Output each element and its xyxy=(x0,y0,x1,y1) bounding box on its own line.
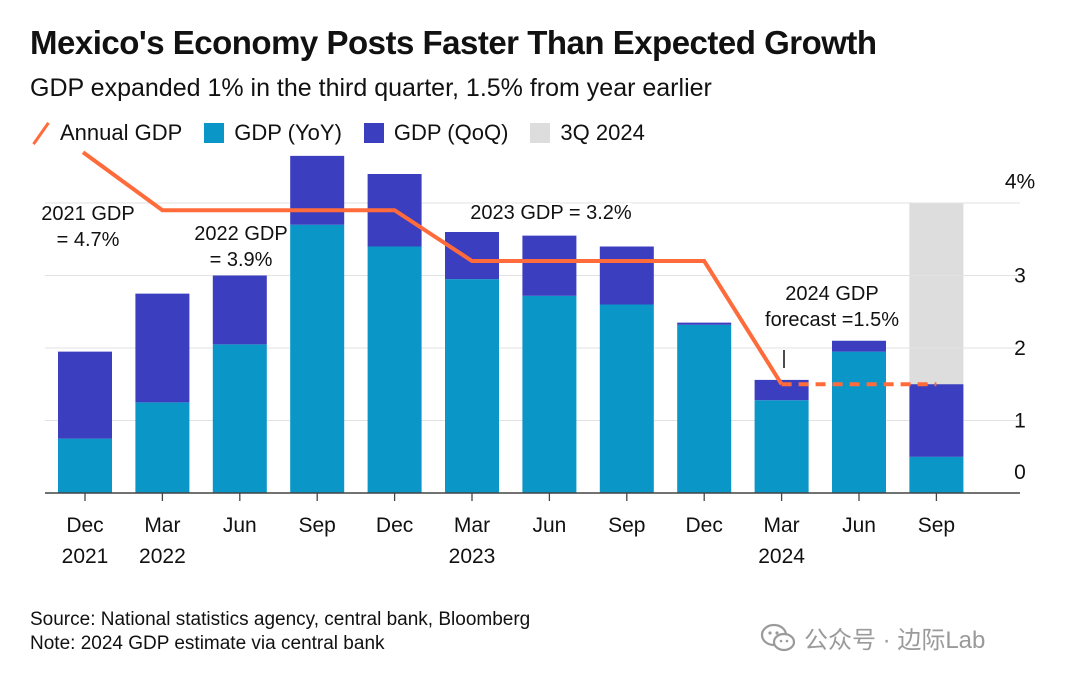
bar-yoy xyxy=(677,324,732,493)
chart-notes: Source: National statistics agency, cent… xyxy=(30,608,530,656)
watermark-text: 公众号 · 边际Lab xyxy=(804,627,986,654)
bar-qoq xyxy=(832,340,886,352)
legend-label: Annual GDP xyxy=(60,120,183,145)
bar-qoq xyxy=(135,293,190,403)
x-tick-label: Dec xyxy=(686,514,723,537)
bar-yoy xyxy=(135,402,190,493)
bar-qoq xyxy=(58,351,112,439)
annotation-text: 2021 GDP xyxy=(41,203,134,225)
bar-yoy xyxy=(445,279,499,493)
legend-item-gdp-qoq: GDP (QoQ) xyxy=(363,120,509,146)
bar-yoy xyxy=(909,456,964,493)
bar-yoy xyxy=(290,224,345,493)
bar-qoq xyxy=(445,232,499,280)
legend-label: 3Q 2024 xyxy=(560,120,645,145)
bar-qoq xyxy=(599,246,654,305)
bar-qoq xyxy=(677,322,732,325)
footnote: Note: 2024 GDP estimate via central bank xyxy=(30,633,385,654)
legend-item-3q-2024: 3Q 2024 xyxy=(530,120,645,146)
bar-qoq xyxy=(909,384,964,457)
x-tick-label: Dec xyxy=(66,514,103,537)
annotation-text: = 3.9% xyxy=(210,249,273,271)
chart-title: Mexico's Economy Posts Faster Than Expec… xyxy=(30,24,877,61)
bar-yoy xyxy=(599,304,654,493)
x-tick-label: Mar xyxy=(144,514,180,537)
bar-yoy xyxy=(832,351,886,493)
x-tick-label: Jun xyxy=(223,514,257,537)
x-tick-label: Sep xyxy=(299,514,336,537)
chart-plot: Dec 2021 Mar 2022 Jun Sep Dec Mar 2023 Jun Sep Dec M… xyxy=(39,150,1035,568)
x-tick-label: Jun xyxy=(842,514,876,537)
x-tick-label: Jun xyxy=(532,514,566,537)
x-tick-label: Sep xyxy=(608,514,645,537)
bar-yoy xyxy=(754,400,809,493)
y-tick-label: 1 xyxy=(1014,410,1026,433)
x-tick-label: 2023 xyxy=(449,545,496,568)
x-tick-label: Sep xyxy=(918,514,955,537)
annotation-text: forecast =1.5% xyxy=(765,309,899,331)
x-tick-label: Mar xyxy=(764,514,800,537)
x-tick-label: 2021 xyxy=(62,545,109,568)
bar-qoq xyxy=(212,275,267,345)
wechat-icon xyxy=(760,623,796,651)
legend-label: GDP (QoQ) xyxy=(393,120,509,145)
bar-yoy xyxy=(58,438,112,493)
x-tick-label: 2022 xyxy=(139,545,186,568)
annotation-text: 2024 GDP xyxy=(785,283,878,305)
legend: Annual GDP GDP (YoY) GDP (QoQ) 3Q 2024 xyxy=(30,118,667,148)
watermark: 公众号 · 边际Lab xyxy=(760,620,985,655)
source-note: Source: National statistics agency, cent… xyxy=(30,609,531,630)
x-tick-label: 2024 xyxy=(758,545,805,568)
y-tick-label: 0 xyxy=(1014,461,1026,484)
y-tick-label: 3 xyxy=(1014,265,1026,288)
bar-yoy xyxy=(212,344,267,493)
legend-label: GDP (YoY) xyxy=(234,120,342,145)
annotation-text: 2022 GDP xyxy=(194,223,287,245)
bar-qoq xyxy=(522,235,577,296)
y-tick-label: 2 xyxy=(1014,337,1026,360)
x-tick-label: Mar xyxy=(454,514,490,537)
annual-gdp-line xyxy=(81,150,784,386)
legend-swatch xyxy=(363,123,384,143)
x-tick-label: Dec xyxy=(376,514,413,537)
legend-swatch xyxy=(530,123,551,143)
chart-subtitle: GDP expanded 1% in the third quarter, 1.… xyxy=(30,74,712,102)
legend-item-annual-gdp: Annual GDP xyxy=(30,120,182,146)
legend-swatch xyxy=(204,123,225,143)
bar-qoq xyxy=(290,155,345,225)
bar-qoq xyxy=(754,379,809,401)
legend-item-gdp-yoy: GDP (YoY) xyxy=(204,120,342,146)
y-tick-label: 4% xyxy=(1005,170,1035,193)
bar-yoy xyxy=(522,295,577,493)
annotation-text: = 4.7% xyxy=(57,229,120,251)
bar-yoy xyxy=(367,246,422,493)
annotation-text: 2023 GDP = 3.2% xyxy=(470,202,632,224)
